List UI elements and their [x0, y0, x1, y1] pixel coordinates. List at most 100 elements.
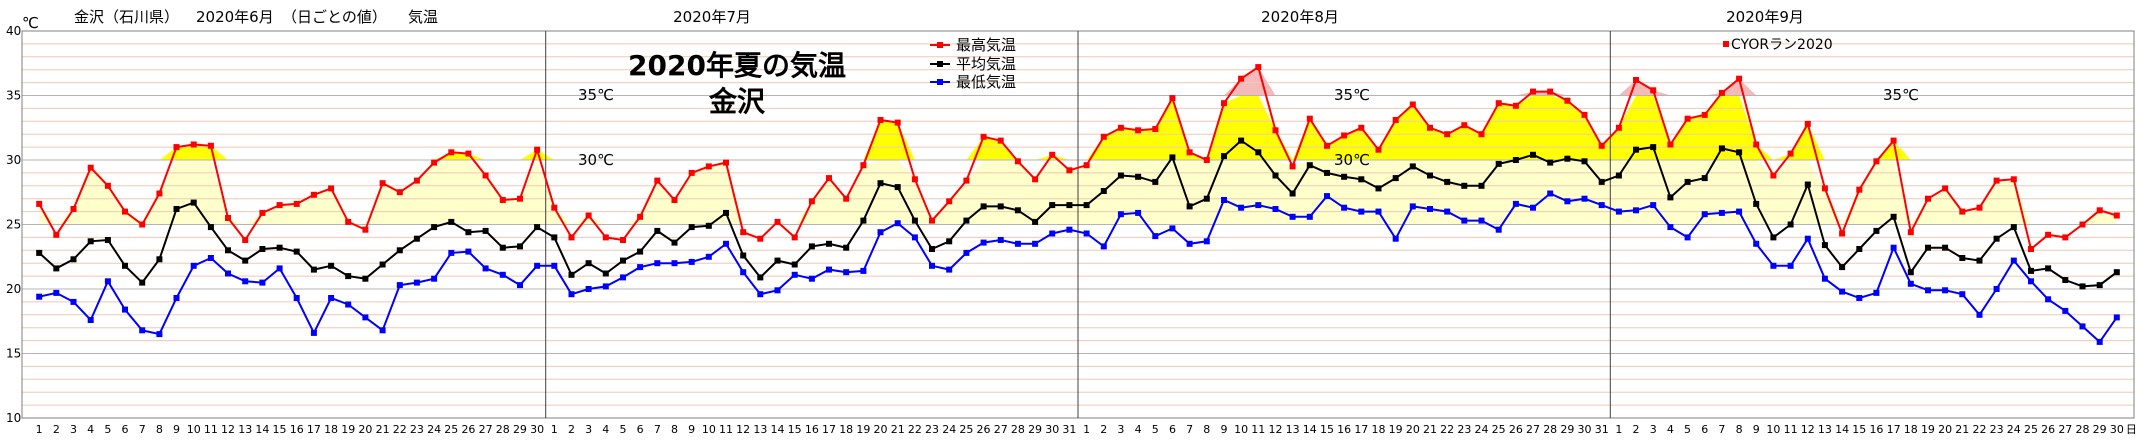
point-min	[723, 240, 729, 247]
x-tick-label: 20	[358, 423, 372, 436]
point-min	[1221, 197, 1227, 203]
point-avg	[242, 257, 249, 264]
point-max	[190, 141, 197, 148]
x-tick-label: 26	[977, 423, 991, 436]
x-tick-label: 20	[874, 423, 888, 436]
point-avg	[1255, 149, 1262, 156]
point-avg	[345, 273, 352, 280]
point-max	[1959, 208, 1966, 215]
point-avg	[2096, 282, 2103, 289]
point-max	[1444, 131, 1451, 138]
point-avg	[1581, 158, 1588, 165]
point-max	[1461, 122, 1468, 129]
point-avg	[1152, 178, 1159, 185]
x-tick-label: 4	[1135, 423, 1142, 436]
point-min	[688, 258, 695, 265]
point-min	[499, 271, 506, 278]
point-max	[1581, 111, 1588, 118]
x-tick-label: 27	[479, 423, 493, 436]
point-avg	[568, 271, 575, 278]
point-min	[328, 295, 335, 301]
point-max	[431, 159, 438, 166]
point-min	[1873, 289, 1880, 296]
x-tick-label: 1	[551, 423, 558, 436]
point-min	[1375, 208, 1382, 215]
point-min	[1049, 230, 1056, 237]
x-tick-label: 24	[427, 423, 441, 436]
point-avg	[431, 224, 438, 231]
point-avg	[1238, 137, 1245, 144]
point-max	[774, 218, 781, 225]
point-min	[705, 253, 712, 260]
point-max	[585, 212, 592, 219]
point-min	[620, 274, 626, 281]
point-avg	[276, 244, 283, 251]
point-avg	[1615, 172, 1622, 179]
point-avg	[1821, 242, 1828, 249]
point-min	[1667, 224, 1674, 231]
x-tick-label: 15	[273, 423, 287, 436]
point-min	[207, 255, 214, 261]
point-max	[1375, 146, 1382, 153]
point-avg	[1306, 162, 1313, 169]
point-min	[1547, 190, 1554, 197]
x-tick-label: 13	[238, 423, 252, 436]
point-max	[1117, 124, 1124, 131]
point-min	[1598, 202, 1605, 209]
point-avg	[1942, 244, 1949, 251]
point-min	[1495, 226, 1502, 233]
mark-30-jul: 30℃	[578, 151, 614, 169]
point-min	[997, 237, 1004, 243]
x-tick-label: 31	[1595, 423, 1609, 436]
point-min	[568, 291, 575, 298]
point-avg	[1117, 172, 1124, 179]
point-min	[87, 317, 94, 323]
point-min	[448, 249, 455, 256]
point-min	[1804, 235, 1811, 242]
point-avg	[396, 247, 403, 254]
x-tick-label: 7	[1186, 423, 1193, 436]
point-avg	[104, 237, 111, 243]
point-min	[156, 331, 163, 338]
x-tick-label: 10	[702, 423, 716, 436]
x-tick-label: 29	[513, 423, 527, 436]
point-min	[1856, 295, 1863, 301]
point-max	[568, 234, 575, 241]
point-min	[465, 248, 472, 255]
y-tick-label: 30	[6, 153, 21, 167]
point-min	[1358, 208, 1365, 215]
point-min	[1324, 193, 1330, 200]
point-min	[1633, 207, 1639, 214]
point-avg	[2062, 277, 2069, 283]
point-avg	[843, 244, 850, 251]
x-tick-label: 18	[1904, 423, 1918, 436]
point-max	[2010, 176, 2017, 183]
point-max	[87, 164, 94, 171]
point-max	[1667, 141, 1674, 148]
x-tick-label: 17	[822, 423, 836, 436]
point-max	[1925, 195, 1931, 202]
point-min	[671, 260, 678, 267]
point-min	[139, 327, 146, 334]
series-layer	[36, 64, 2120, 345]
point-avg	[860, 217, 867, 224]
x-tick-label: 30	[2110, 423, 2124, 436]
point-max	[791, 234, 798, 241]
point-avg	[1083, 202, 1090, 209]
legend-avg-label: 平均気温	[956, 55, 1016, 73]
point-avg	[1804, 181, 1811, 188]
x-tick-label: 12	[1268, 423, 1282, 436]
point-min	[122, 306, 128, 313]
x-tick-label: 4	[602, 423, 609, 436]
point-avg	[1049, 202, 1056, 209]
x-tick-label: 14	[1835, 423, 1849, 436]
point-max	[1409, 101, 1416, 108]
point-avg	[122, 262, 128, 269]
x-tick-label: 9	[1753, 423, 1760, 436]
point-avg	[310, 266, 317, 273]
point-max	[1942, 185, 1949, 192]
point-min	[826, 266, 832, 273]
point-min	[1306, 213, 1313, 220]
point-avg	[705, 222, 712, 229]
